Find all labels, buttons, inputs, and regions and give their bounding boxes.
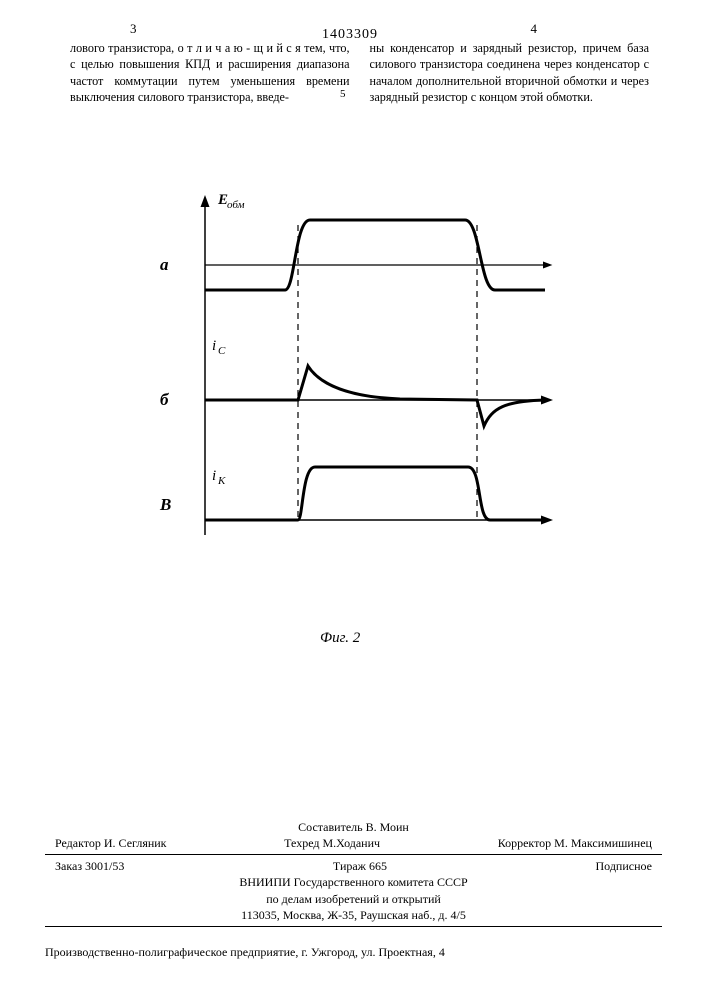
corrector: Корректор М. Максимишинец — [498, 835, 652, 851]
row-a-label: a — [160, 255, 169, 274]
techred: Техред М.Ходанич — [284, 835, 380, 851]
tirazh: Тираж 665 — [333, 858, 387, 874]
figure-caption: Фиг. 2 — [320, 630, 360, 647]
text-column-right: ны конденсатор и зарядный резистор, прич… — [370, 40, 650, 106]
imprint-footer: Составитель В. Моин Редактор И. Сегляник… — [45, 819, 662, 930]
row-b-label: б — [160, 390, 170, 409]
org-address: 113035, Москва, Ж-35, Раушская наб., д. … — [45, 907, 662, 923]
order-number: Заказ 3001/53 — [55, 858, 124, 874]
row-c-label: В — [159, 495, 171, 514]
svg-text:обм: обм — [227, 199, 245, 211]
order-row: Заказ 3001/53 Тираж 665 Подписное — [45, 858, 662, 874]
svg-text:i: i — [212, 468, 216, 484]
figure-2: E обм a i C б i K В — [150, 190, 580, 630]
divider — [45, 854, 662, 855]
editor: Редактор И. Сегляник — [55, 835, 167, 851]
svg-text:C: C — [218, 345, 226, 357]
page-number-left: 3 — [130, 21, 137, 37]
org-line-2: по делам изобретений и открытий — [45, 891, 662, 907]
page-number-right: 4 — [531, 21, 538, 37]
body-text-columns: лового транзистора, о т л и ч а ю - щ и … — [70, 40, 649, 106]
svg-text:K: K — [217, 475, 226, 487]
compiler-line: Составитель В. Моин — [45, 819, 662, 835]
credits-row: Редактор И. Сегляник Техред М.Ходанич Ко… — [45, 835, 662, 851]
podpisnoe: Подписное — [596, 858, 653, 874]
divider — [45, 926, 662, 927]
svg-text:i: i — [212, 338, 216, 354]
line-number-marker: 5 — [340, 88, 346, 100]
printer-line: Производственно-полиграфическое предприя… — [45, 945, 662, 960]
org-line-1: ВНИИПИ Государственного комитета СССР — [45, 874, 662, 890]
text-column-left: лового транзистора, о т л и ч а ю - щ и … — [70, 40, 350, 106]
